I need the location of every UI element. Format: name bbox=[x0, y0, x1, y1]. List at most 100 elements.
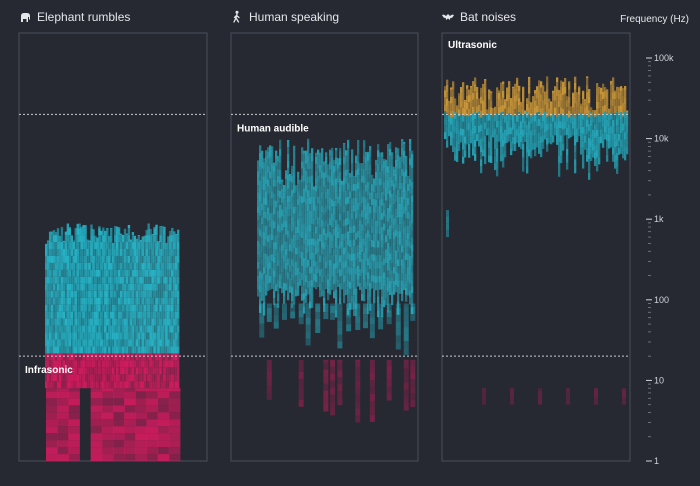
spectrogram-cell bbox=[387, 144, 390, 146]
spectrogram-cell bbox=[566, 155, 569, 163]
spectrogram-cell bbox=[347, 252, 350, 260]
spectrogram-cell bbox=[339, 199, 342, 207]
spectrogram-cell bbox=[626, 140, 629, 148]
spectrogram-cell bbox=[137, 290, 140, 298]
spectrogram-cell bbox=[96, 374, 99, 382]
spectrogram-cell bbox=[622, 109, 625, 117]
spectrogram-cell bbox=[267, 158, 270, 166]
spectrogram-cell bbox=[269, 227, 272, 235]
spectrogram-cell bbox=[405, 183, 408, 191]
spectrogram-cell bbox=[341, 185, 344, 192]
spectrogram-cell bbox=[464, 99, 467, 102]
spectrogram-cell bbox=[325, 247, 328, 255]
spectrogram-cell bbox=[606, 106, 609, 113]
spectrogram-cell bbox=[355, 380, 361, 388]
spectrogram-cell bbox=[464, 122, 467, 130]
spectrogram-cell bbox=[490, 107, 493, 115]
spectrogram-cell bbox=[90, 304, 93, 312]
spectrogram-cell bbox=[58, 304, 62, 312]
spectrogram-cell bbox=[600, 136, 603, 144]
spectrogram-cell bbox=[259, 330, 265, 338]
spectrogram-cell bbox=[295, 198, 298, 206]
spectrogram-cell bbox=[622, 102, 625, 110]
spectrogram-cell bbox=[444, 111, 447, 119]
spectrogram-cell bbox=[92, 276, 95, 284]
spectrogram-cell bbox=[124, 412, 136, 420]
spectrogram-cell bbox=[269, 213, 272, 221]
panel-title-elephant: Elephant rumbles bbox=[18, 10, 130, 24]
spectrogram-cell bbox=[261, 154, 264, 162]
spectrogram-cell bbox=[482, 93, 485, 101]
spectrogram-cell bbox=[94, 318, 97, 326]
spectrogram-cell bbox=[165, 332, 168, 340]
spectrogram-cell bbox=[257, 160, 260, 165]
spectrogram-cell bbox=[346, 310, 352, 318]
spectrogram-cell bbox=[357, 251, 360, 259]
spectrogram-cell bbox=[411, 237, 414, 245]
spectrogram-cell bbox=[347, 175, 350, 183]
spectrogram-cell bbox=[86, 239, 89, 243]
spectrogram-cell bbox=[315, 184, 318, 192]
spectrogram-cell bbox=[618, 119, 621, 127]
spectrogram-cell bbox=[112, 311, 115, 319]
spectrogram-cell bbox=[478, 98, 481, 105]
spectrogram-cell bbox=[155, 360, 158, 368]
spectrogram-cell bbox=[295, 219, 298, 227]
spectrogram-cell bbox=[375, 276, 378, 284]
spectrogram-cell bbox=[403, 303, 409, 307]
spectrogram-cell bbox=[277, 168, 280, 176]
spectrogram-cell bbox=[289, 243, 292, 251]
spectrogram-cell bbox=[257, 199, 260, 207]
spectrogram-cell bbox=[490, 93, 493, 101]
spectrogram-cell bbox=[102, 276, 105, 284]
spectrogram-cell bbox=[522, 108, 525, 116]
spectrogram-cell bbox=[259, 323, 265, 331]
spectrogram-cell bbox=[289, 257, 292, 265]
spectrogram-cell bbox=[458, 109, 461, 117]
spectrogram-cell bbox=[127, 367, 131, 375]
spectrogram-cell bbox=[161, 346, 164, 354]
spectrogram-cell bbox=[90, 332, 93, 340]
spectrogram-cell bbox=[594, 110, 597, 118]
spectrogram-cell bbox=[82, 242, 85, 249]
spectrogram-cell bbox=[305, 289, 308, 297]
spectrogram-cell bbox=[504, 115, 507, 123]
spectrogram-cell bbox=[516, 107, 519, 115]
spectrogram-cell bbox=[355, 260, 358, 268]
spectrogram-cell bbox=[311, 168, 314, 176]
spectrogram-cell bbox=[169, 269, 172, 277]
spectrogram-cell bbox=[351, 274, 354, 282]
spectrogram-cell bbox=[309, 183, 312, 191]
spectrogram-cell bbox=[46, 367, 50, 375]
spectrogram-cell bbox=[325, 275, 328, 283]
spectrogram-cell bbox=[157, 269, 160, 277]
spectrogram-cell bbox=[409, 262, 412, 270]
spectrogram-cell bbox=[580, 103, 583, 106]
spectrogram-cell bbox=[68, 242, 72, 249]
spectrogram-cell bbox=[155, 255, 158, 263]
spectrogram-cell bbox=[98, 228, 101, 236]
spectrogram-cell bbox=[355, 394, 361, 402]
spectrogram-cell bbox=[173, 367, 176, 375]
spectrogram-cell bbox=[474, 139, 477, 147]
spectrogram-cell bbox=[558, 135, 561, 142]
spectrogram-cell bbox=[347, 224, 350, 232]
spectrogram-cell bbox=[54, 318, 58, 326]
spectrogram-cell bbox=[301, 168, 304, 176]
spectrogram-cell bbox=[454, 112, 457, 119]
spectrogram-cell bbox=[52, 332, 56, 340]
spectrogram-cell bbox=[131, 360, 135, 368]
spectrogram-cell bbox=[133, 290, 137, 298]
spectrogram-cell bbox=[357, 230, 360, 238]
spectrogram-cell bbox=[349, 288, 352, 296]
spectrogram-cell bbox=[139, 276, 142, 284]
spectrogram-cell bbox=[480, 131, 483, 139]
spectrogram-cell bbox=[586, 126, 589, 134]
spectrogram-cell bbox=[375, 159, 378, 165]
spectrogram-cell bbox=[383, 300, 386, 308]
spectrogram-cell bbox=[137, 367, 140, 375]
spectrogram-cell bbox=[329, 204, 332, 212]
spectrogram-cell bbox=[361, 238, 364, 246]
spectrogram-cell bbox=[267, 214, 270, 222]
spectrogram-cell bbox=[626, 126, 629, 134]
